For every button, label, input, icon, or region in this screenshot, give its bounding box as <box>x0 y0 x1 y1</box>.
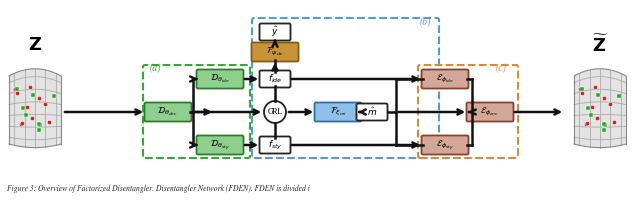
FancyBboxPatch shape <box>422 70 468 88</box>
Text: $f_{ide}$: $f_{ide}$ <box>268 73 282 85</box>
FancyBboxPatch shape <box>145 102 191 121</box>
Text: $\mathbf{Z}$: $\mathbf{Z}$ <box>28 36 42 53</box>
Polygon shape <box>9 69 61 148</box>
FancyBboxPatch shape <box>196 70 243 88</box>
Text: $\mathcal{E}_{\phi_{enc}}$: $\mathcal{E}_{\phi_{enc}}$ <box>481 106 500 118</box>
Text: $\hat{m}$: $\hat{m}$ <box>367 106 377 118</box>
Text: $\mathcal{D}_{\theta_{ide}}$: $\mathcal{D}_{\theta_{ide}}$ <box>210 73 230 85</box>
FancyBboxPatch shape <box>422 136 468 154</box>
FancyBboxPatch shape <box>356 104 387 120</box>
Text: $\mathcal{F}_{\xi_{mi}}$: $\mathcal{F}_{\xi_{mi}}$ <box>330 106 346 118</box>
FancyBboxPatch shape <box>259 136 291 154</box>
FancyBboxPatch shape <box>259 23 291 40</box>
Text: $\mathcal{D}_{\theta_{sty}}$: $\mathcal{D}_{\theta_{sty}}$ <box>210 138 230 152</box>
Polygon shape <box>574 69 626 148</box>
Circle shape <box>264 101 286 123</box>
Text: (b): (b) <box>420 18 431 28</box>
FancyBboxPatch shape <box>259 71 291 88</box>
Text: $\mathcal{F}_{\psi_{da}}$: $\mathcal{F}_{\psi_{da}}$ <box>266 46 284 58</box>
FancyBboxPatch shape <box>467 102 513 121</box>
Text: $\hat{y}$: $\hat{y}$ <box>271 25 279 39</box>
Text: (c): (c) <box>496 63 507 73</box>
Text: $\widetilde{\mathbf{Z}}$: $\widetilde{\mathbf{Z}}$ <box>592 34 608 56</box>
Text: $f_{sty}$: $f_{sty}$ <box>268 138 282 152</box>
FancyBboxPatch shape <box>196 136 243 154</box>
Text: GRL: GRL <box>268 108 283 116</box>
FancyBboxPatch shape <box>314 102 362 121</box>
Text: $\mathcal{E}_{\phi_{sty}}$: $\mathcal{E}_{\phi_{sty}}$ <box>436 138 454 152</box>
Text: $\mathcal{D}_{\theta_{dec}}$: $\mathcal{D}_{\theta_{dec}}$ <box>157 106 179 118</box>
Text: (a): (a) <box>150 63 161 73</box>
Text: Figure 3: Overview of Factorized Disentangler. Disentangler Network (FDEN). FDEN: Figure 3: Overview of Factorized Disenta… <box>7 185 310 193</box>
FancyBboxPatch shape <box>252 43 298 62</box>
Text: $\mathcal{E}_{\phi_{ide}}$: $\mathcal{E}_{\phi_{ide}}$ <box>436 73 454 85</box>
